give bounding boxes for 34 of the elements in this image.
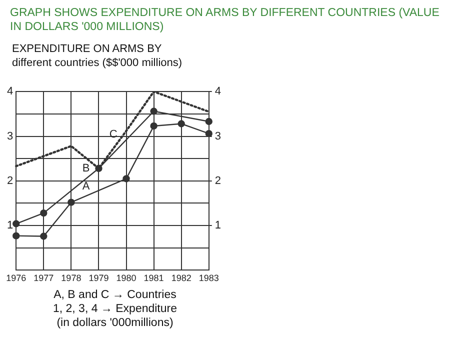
y-tick-label: 3 — [6, 130, 14, 142]
point — [178, 120, 185, 128]
text: (in dollars '000millions) — [56, 316, 174, 330]
y2-tick-label: 2 — [214, 174, 222, 187]
text: A, B and C → Countries — [52, 288, 178, 302]
x-tick-label: 1981 — [144, 273, 164, 284]
point — [205, 118, 212, 126]
point — [150, 122, 158, 130]
x-tick-label: 1982 — [171, 273, 192, 284]
point — [12, 232, 20, 240]
point — [40, 209, 48, 217]
chart-title: GRAPH SHOWS EXPENDITURE ON ARMS BY DIFFERENT COUNTRIES (VALUE IN DOLLARS '000 MILLIONS) — [10, 6, 440, 34]
annotation: B — [82, 162, 90, 174]
text: 1, 2, 3, 4 → Expenditure — [52, 302, 178, 316]
x-tick-label: 1977 — [34, 273, 54, 284]
point — [95, 164, 102, 172]
chart-subtitle: EXPENDITURE ON ARMS BY different countries ($$'000 millions) — [12, 42, 184, 70]
point — [122, 175, 130, 182]
y-tick-label: 1 — [6, 220, 14, 232]
y2-tick-label: 4 — [214, 86, 222, 98]
y-tick-label: 2 — [6, 174, 14, 187]
annotation: A — [82, 180, 90, 193]
y2-tick-label: 1 — [214, 220, 222, 232]
y2-tick-label: 3 — [214, 130, 222, 142]
x-tick-label: 1983 — [198, 273, 219, 284]
point — [12, 220, 20, 228]
x-tick-label: 1978 — [61, 273, 82, 284]
point — [68, 198, 75, 206]
x-tick-label: 1980 — [116, 273, 136, 284]
x-tick-label: 1979 — [88, 273, 109, 284]
point — [40, 232, 48, 240]
y-tick-label: 4 — [6, 86, 14, 98]
point — [150, 108, 158, 115]
x-tick-label: 1976 — [6, 273, 26, 284]
